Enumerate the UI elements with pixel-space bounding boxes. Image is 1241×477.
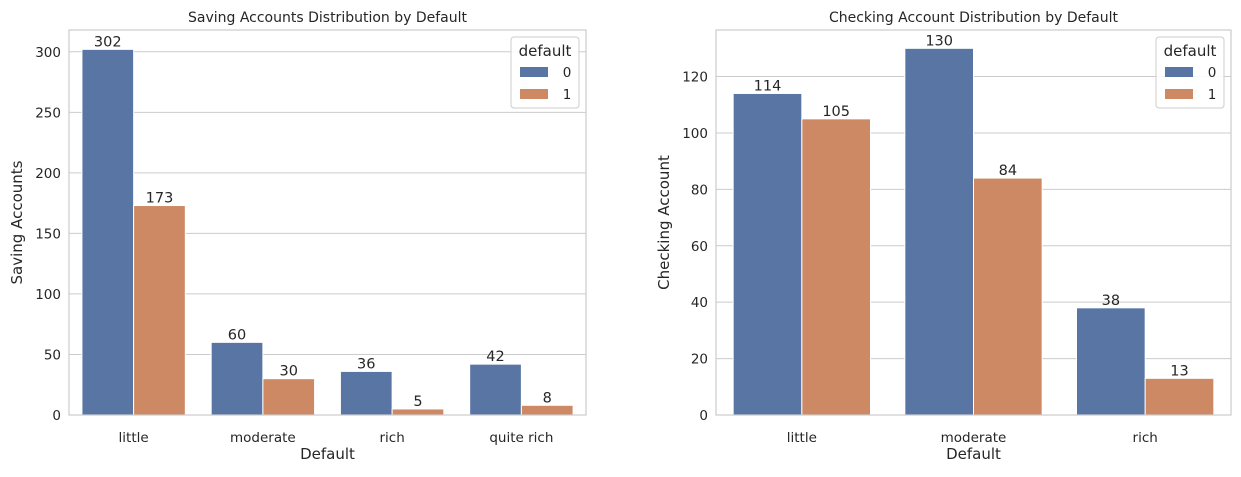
y-tick-label: 0 bbox=[699, 408, 708, 424]
legend-title: default bbox=[519, 42, 572, 60]
data-label: 114 bbox=[754, 78, 782, 94]
y-tick-label: 80 bbox=[691, 182, 708, 198]
bar-rich-series-0 bbox=[339, 370, 393, 416]
data-label: 130 bbox=[925, 33, 953, 49]
x-tick-label: little bbox=[787, 430, 817, 446]
data-label: 42 bbox=[486, 349, 504, 365]
legend-swatch-series-1 bbox=[520, 89, 548, 99]
y-tick-label: 20 bbox=[691, 352, 708, 368]
data-label: 13 bbox=[1170, 363, 1188, 379]
data-label: 8 bbox=[543, 390, 552, 406]
y-axis-label: Checking Account bbox=[655, 155, 673, 290]
y-tick-label: 100 bbox=[682, 126, 708, 142]
chart-panel-1: 050100150200250300302173little6030modera… bbox=[8, 10, 587, 463]
bar-moderate-series-1 bbox=[973, 177, 1043, 416]
y-tick-label: 250 bbox=[35, 105, 61, 121]
legend-swatch-series-0 bbox=[520, 67, 548, 77]
y-axis-label: Saving Accounts bbox=[8, 160, 26, 284]
legend: default 0 1 bbox=[1155, 36, 1225, 109]
legend-entry: 1 bbox=[1208, 87, 1217, 103]
legend-title: default bbox=[1164, 42, 1217, 60]
x-tick-label: rich bbox=[379, 430, 404, 446]
legend-entry: 0 bbox=[1208, 65, 1217, 81]
bar-moderate-series-0 bbox=[210, 341, 264, 416]
data-label: 105 bbox=[822, 104, 850, 120]
bar-little-series-0 bbox=[81, 48, 135, 416]
chart-title: Checking Account Distribution by Default bbox=[829, 10, 1119, 26]
y-tick-label: 150 bbox=[35, 226, 61, 242]
y-tick-label: 60 bbox=[691, 239, 708, 255]
x-axis-label: Default bbox=[946, 445, 1001, 463]
y-tick-label: 50 bbox=[44, 347, 61, 363]
plot-frame bbox=[715, 29, 1232, 416]
bar-moderate-series-1 bbox=[262, 378, 316, 416]
bar-quite-rich-series-0 bbox=[469, 363, 522, 416]
plot-frame bbox=[68, 29, 587, 416]
data-label: 30 bbox=[279, 364, 297, 380]
chart-panel-2: 020406080100120114105little13084moderate… bbox=[655, 10, 1232, 463]
x-tick-label: quite rich bbox=[489, 430, 553, 446]
bar-moderate-series-0 bbox=[904, 47, 974, 416]
y-tick-label: 0 bbox=[52, 408, 61, 424]
legend-entry: 0 bbox=[563, 65, 572, 81]
x-tick-label: moderate bbox=[230, 430, 296, 446]
bar-rich-series-0 bbox=[1076, 307, 1146, 416]
data-label: 5 bbox=[413, 394, 422, 410]
data-label: 84 bbox=[999, 163, 1017, 179]
bar-quite-rich-series-1 bbox=[520, 404, 574, 416]
y-tick-label: 120 bbox=[682, 70, 708, 86]
data-label: 302 bbox=[94, 34, 122, 50]
x-tick-label: rich bbox=[1133, 430, 1158, 446]
data-label: 38 bbox=[1102, 293, 1120, 309]
legend-entry: 1 bbox=[563, 87, 572, 103]
legend-swatch-series-1 bbox=[1165, 89, 1193, 99]
bar-little-series-0 bbox=[732, 92, 803, 416]
data-label: 60 bbox=[228, 327, 246, 343]
legend: default 0 1 bbox=[510, 36, 580, 109]
x-tick-label: little bbox=[119, 430, 149, 446]
x-tick-label: moderate bbox=[941, 430, 1007, 446]
bar-little-series-1 bbox=[133, 205, 186, 416]
x-axis-label: Default bbox=[300, 445, 355, 463]
legend-swatch-series-0 bbox=[1165, 67, 1193, 77]
y-tick-label: 200 bbox=[35, 166, 61, 182]
chart-title: Saving Accounts Distribution by Default bbox=[188, 10, 468, 26]
data-label: 36 bbox=[357, 356, 375, 372]
bar-rich-series-1 bbox=[1144, 377, 1215, 416]
y-tick-label: 40 bbox=[691, 295, 708, 311]
y-tick-label: 100 bbox=[35, 287, 61, 303]
data-label: 173 bbox=[146, 191, 174, 207]
y-tick-label: 300 bbox=[35, 45, 61, 61]
bar-little-series-1 bbox=[801, 118, 871, 416]
